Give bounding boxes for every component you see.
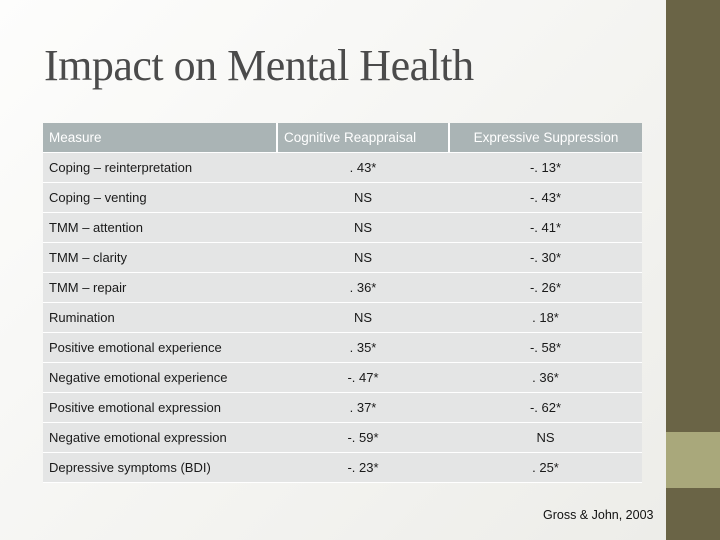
header-expressive-suppression: Expressive Suppression	[449, 123, 642, 153]
table-row: Rumination NS. 18*	[43, 302, 642, 333]
table-row: Positive emotional experience. 35* -. 58*	[43, 332, 642, 363]
expressive-suppression-cell: -. 58*	[449, 332, 642, 363]
expressive-suppression-cell: . 36*	[449, 362, 642, 393]
expressive-suppression-cell: -. 43*	[449, 182, 642, 213]
table-row: TMM – attention NS -. 41*	[43, 212, 642, 243]
measure-cell: Negative emotional experience	[43, 362, 277, 393]
measure-cell: TMM – repair	[43, 272, 277, 303]
cognitive-reappraisal-cell: NS	[277, 302, 449, 333]
cognitive-reappraisal-cell: . 35*	[277, 332, 449, 363]
cognitive-reappraisal-cell: NS	[277, 182, 449, 213]
table-row: Depressive symptoms (BDI) -. 23*. 25*	[43, 452, 642, 483]
expressive-suppression-cell: -. 26*	[449, 272, 642, 303]
cognitive-reappraisal-cell: . 43*	[277, 152, 449, 183]
table-row: Coping – venting NS -. 43*	[43, 182, 642, 213]
cognitive-reappraisal-cell: . 37*	[277, 392, 449, 423]
measure-cell: Positive emotional expression	[43, 392, 277, 423]
measure-cell: Coping – reinterpretation	[43, 152, 277, 183]
table-row: Negative emotional expression -. 59* NS	[43, 422, 642, 453]
header-measure: Measure	[43, 123, 278, 153]
measure-cell: Coping – venting	[43, 182, 277, 213]
table-row: Coping – reinterpretation. 43* -. 13*	[43, 152, 642, 183]
cognitive-reappraisal-cell: . 36*	[277, 272, 449, 303]
measure-cell: Negative emotional expression	[43, 422, 277, 453]
expressive-suppression-cell: . 25*	[449, 452, 642, 483]
side-bar-accent	[666, 432, 720, 488]
header-cognitive-reappraisal: Cognitive Reappraisal	[277, 123, 450, 153]
cognitive-reappraisal-cell: NS	[277, 242, 449, 273]
table-row: Positive emotional expression. 37* -. 62*	[43, 392, 642, 423]
expressive-suppression-cell: -. 41*	[449, 212, 642, 243]
expressive-suppression-cell: -. 30*	[449, 242, 642, 273]
correlation-table: Measure Cognitive Reappraisal Expressive…	[43, 123, 642, 483]
slide-title: Impact on Mental Health	[44, 41, 474, 90]
measure-cell: Depressive symptoms (BDI)	[43, 452, 277, 483]
table-row: TMM – clarity NS -. 30*	[43, 242, 642, 273]
measure-cell: TMM – attention	[43, 212, 277, 243]
measure-cell: Rumination	[43, 302, 277, 333]
expressive-suppression-cell: NS	[449, 422, 642, 453]
expressive-suppression-cell: -. 62*	[449, 392, 642, 423]
measure-cell: TMM – clarity	[43, 242, 277, 273]
cognitive-reappraisal-cell: -. 23*	[277, 452, 449, 483]
measure-cell: Positive emotional experience	[43, 332, 277, 363]
cognitive-reappraisal-cell: -. 59*	[277, 422, 449, 453]
table-row: Negative emotional experience -. 47*. 36*	[43, 362, 642, 393]
expressive-suppression-cell: -. 13*	[449, 152, 642, 183]
table-row: TMM – repair. 36* -. 26*	[43, 272, 642, 303]
table-header-row: Measure Cognitive Reappraisal Expressive…	[43, 123, 642, 153]
expressive-suppression-cell: . 18*	[449, 302, 642, 333]
cognitive-reappraisal-cell: NS	[277, 212, 449, 243]
citation: Gross & John, 2003	[543, 508, 654, 522]
table-body: Coping – reinterpretation. 43* -. 13* Copi…	[43, 152, 642, 483]
cognitive-reappraisal-cell: -. 47*	[277, 362, 449, 393]
